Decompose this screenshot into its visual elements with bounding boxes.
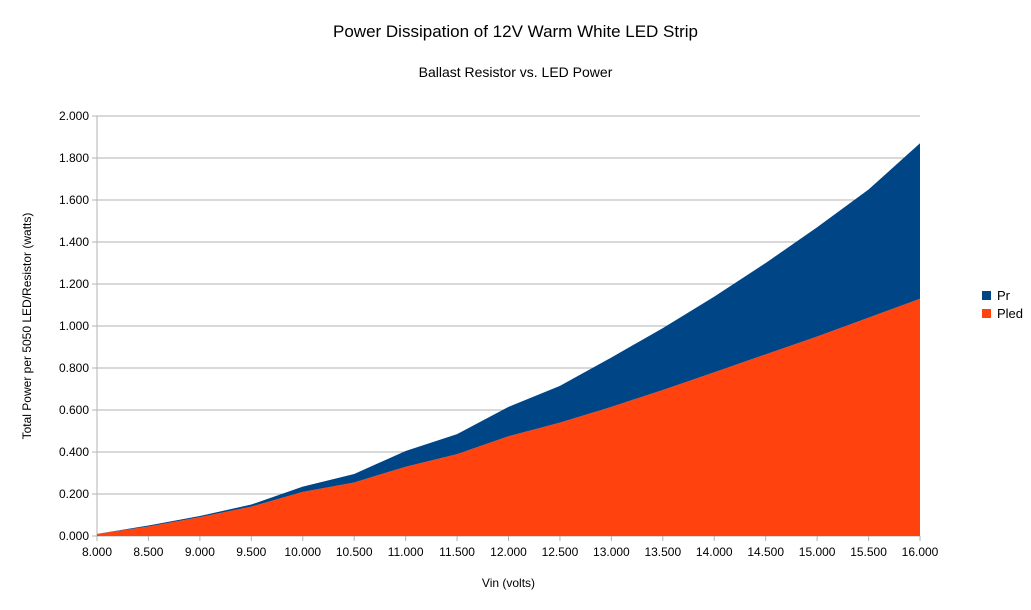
x-tick-label: 9.000 <box>185 545 215 559</box>
x-tick-label: 15.500 <box>850 545 887 559</box>
chart-subtitle: Ballast Resistor vs. LED Power <box>418 64 613 80</box>
x-tick-label: 16.000 <box>902 545 939 559</box>
y-tick-label: 0.800 <box>59 361 89 375</box>
legend-label-pr: Pr <box>997 288 1011 303</box>
x-tick-label: 11.500 <box>439 545 475 559</box>
legend-swatch-pr <box>982 291 991 300</box>
x-tick-label: 9.500 <box>236 545 266 559</box>
legend: Pr Pled <box>982 288 1023 321</box>
y-tick-label: 1.200 <box>59 277 89 291</box>
x-tick-label: 10.000 <box>284 545 321 559</box>
x-tick-label: 15.000 <box>799 545 836 559</box>
x-tick-label: 14.000 <box>696 545 733 559</box>
x-tick-label: 8.500 <box>133 545 163 559</box>
y-tick-label: 0.200 <box>59 487 89 501</box>
x-tick-label: 10.500 <box>336 545 373 559</box>
x-tick-label: 12.000 <box>490 545 527 559</box>
tick-labels: 0.000 0.200 0.400 0.600 0.800 1.000 1.200 1.400… <box>59 109 939 559</box>
x-tick-label: 13.500 <box>644 545 681 559</box>
y-tick-label: 0.400 <box>59 445 89 459</box>
y-tick-label: 1.400 <box>59 235 89 249</box>
x-tick-label: 12.500 <box>542 545 579 559</box>
y-tick-label: 0.000 <box>59 529 89 543</box>
x-tick-label: 14.500 <box>747 545 784 559</box>
y-tick-label: 2.000 <box>59 109 89 123</box>
y-axis-label: Total Power per 5050 LED/Resistor (watts… <box>20 213 34 440</box>
y-tick-label: 0.600 <box>59 403 89 417</box>
x-tick-label: 13.000 <box>593 545 630 559</box>
chart-title: Power Dissipation of 12V Warm White LED … <box>333 22 698 41</box>
x-tick-label: 11.000 <box>388 545 424 559</box>
y-tick-label: 1.000 <box>59 319 89 333</box>
area-layer <box>97 143 920 536</box>
x-tick-label: 8.000 <box>82 545 112 559</box>
area-series-pled <box>97 298 920 536</box>
legend-swatch-pled <box>982 309 991 318</box>
x-axis-label: Vin (volts) <box>482 576 535 590</box>
legend-label-pled: Pled <box>997 306 1023 321</box>
area-series-pr <box>97 143 920 534</box>
y-tick-label: 1.600 <box>59 193 89 207</box>
y-tick-label: 1.800 <box>59 151 89 165</box>
